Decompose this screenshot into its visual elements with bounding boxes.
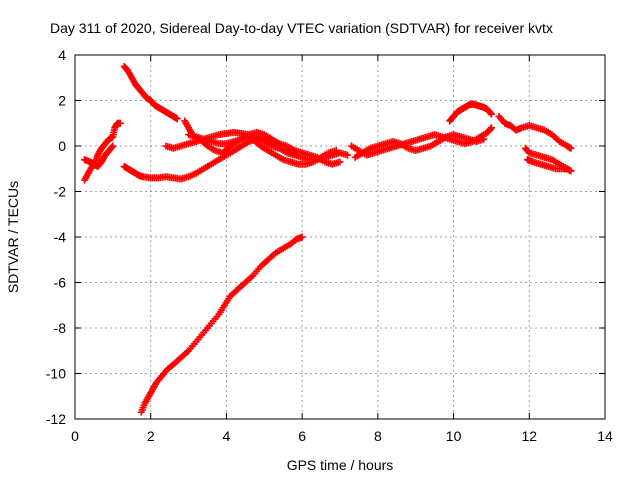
data-point	[332, 147, 340, 155]
x-tick-label: 8	[374, 428, 382, 444]
series-track-descend	[120, 62, 181, 123]
series-track-late-mid	[523, 156, 571, 173]
ticks	[74, 54, 606, 420]
data-point	[109, 142, 117, 150]
data-point	[344, 151, 352, 159]
x-tick-label: 14	[597, 428, 613, 444]
y-tick-label: -12	[46, 411, 66, 427]
data-point	[486, 109, 494, 117]
data-point	[487, 110, 495, 118]
data-point	[298, 233, 306, 241]
data-point	[567, 167, 575, 175]
data-points	[80, 62, 575, 416]
data-point	[487, 124, 495, 132]
series-track-rise	[137, 233, 306, 416]
y-tick-label: -2	[54, 184, 67, 200]
series-track-early-mid	[80, 142, 117, 170]
series-track-early-low	[80, 119, 124, 184]
y-tick-label: -4	[54, 229, 67, 245]
y-tick-label: -6	[54, 275, 67, 291]
y-axis-label: SDTVAR / TECUs	[5, 181, 21, 293]
x-tick-label: 2	[147, 428, 155, 444]
y-tick-label: -8	[54, 320, 67, 336]
y-tick-label: -10	[46, 366, 66, 382]
series-track-mid-3	[181, 117, 340, 168]
series-track-late-high	[495, 112, 575, 152]
x-tick-label: 0	[71, 428, 79, 444]
y-tick-label: 4	[58, 47, 66, 63]
y-tick-label: 0	[58, 138, 66, 154]
data-point	[567, 144, 575, 152]
data-point	[563, 165, 571, 173]
y-tick-label: 2	[58, 93, 66, 109]
series-track-hump	[446, 100, 495, 125]
x-axis-label: GPS time / hours	[287, 457, 394, 473]
series-track-mid-5	[351, 131, 488, 161]
x-tick-label: 4	[223, 428, 231, 444]
x-tick-label: 12	[521, 428, 537, 444]
tick-labels: 0 2 4 6 8 10 12 14 -12 -10 -8 -6 -4 -2 0 2 4	[46, 47, 613, 444]
x-tick-label: 10	[446, 428, 462, 444]
data-point	[173, 115, 181, 123]
data-point	[336, 158, 344, 166]
data-point	[486, 125, 494, 133]
chart-title: Day 311 of 2020, Sidereal Day-to-day VTE…	[50, 20, 553, 36]
grid	[75, 55, 605, 419]
data-point	[108, 143, 116, 151]
data-point	[480, 135, 488, 143]
data-point	[116, 119, 124, 127]
x-tick-label: 6	[298, 428, 306, 444]
